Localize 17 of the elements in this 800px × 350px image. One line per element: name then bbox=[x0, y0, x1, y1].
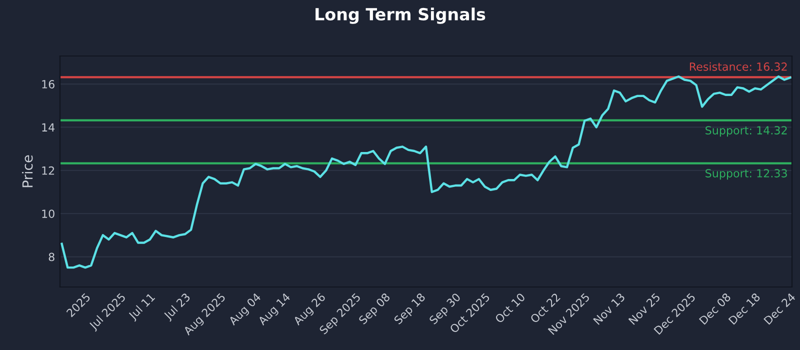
y-tick-label: 10 bbox=[42, 210, 54, 218]
x-tick-label: Jul 11 bbox=[128, 292, 157, 322]
x-tick-label: Dec 24 bbox=[763, 292, 796, 325]
y-tick-label: 8 bbox=[48, 252, 54, 262]
y-axis-title: Price bbox=[22, 155, 33, 188]
x-tick-label: Jul 23 bbox=[162, 292, 192, 322]
ref-line-label: Resistance: 16.32 bbox=[690, 62, 787, 71]
ref-line-label: Support: 14.32 bbox=[706, 126, 787, 137]
ref-line-label: Support: 12.33 bbox=[706, 169, 787, 180]
chart-title: Long Term Signals bbox=[316, 8, 486, 24]
x-tick-label: Sep 18 bbox=[393, 292, 428, 326]
y-tick-label: 16 bbox=[42, 80, 54, 88]
y-tick-label: 14 bbox=[42, 123, 55, 132]
x-tick-label: Oct 10 bbox=[494, 292, 526, 324]
line-series bbox=[60, 75, 792, 269]
y-tick-label: 12 bbox=[42, 166, 54, 175]
x-tick-label: Nov 25 bbox=[628, 292, 661, 325]
